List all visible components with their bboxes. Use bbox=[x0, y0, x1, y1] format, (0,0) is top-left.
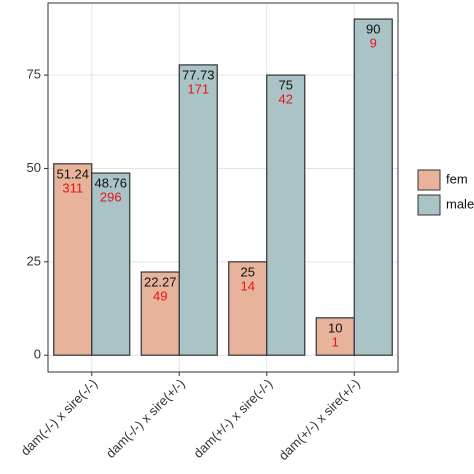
value-label: 25 bbox=[241, 264, 255, 279]
legend-swatch bbox=[417, 194, 441, 216]
value-label: 51.24 bbox=[56, 166, 89, 181]
x-tick-label: dam(-/-) x sire(-/-) bbox=[18, 376, 101, 459]
y-tick-label: 0 bbox=[34, 347, 41, 362]
bar bbox=[140, 271, 180, 356]
value-label: 75 bbox=[279, 78, 293, 93]
value-label: 10 bbox=[328, 320, 342, 335]
count-label: 1 bbox=[332, 334, 339, 349]
x-tick-label: dam(+/-) x sire(-/-) bbox=[190, 376, 275, 461]
value-label: 90 bbox=[366, 21, 380, 36]
x-tick-label: dam(-/-) x sire(+/-) bbox=[103, 376, 188, 461]
count-label: 14 bbox=[241, 278, 255, 293]
y-tick-label: 25 bbox=[27, 253, 41, 268]
legend-swatch bbox=[417, 169, 441, 191]
bar bbox=[353, 18, 393, 356]
plot-border bbox=[47, 2, 399, 373]
bar bbox=[266, 74, 306, 356]
count-label: 171 bbox=[187, 81, 209, 96]
count-label: 296 bbox=[100, 190, 122, 205]
x-tick-label: dam(+/-) x sire(+/-) bbox=[276, 376, 363, 463]
value-label: 77.73 bbox=[182, 67, 215, 82]
y-tick-label: 50 bbox=[27, 160, 41, 175]
y-tick-label: 75 bbox=[27, 67, 41, 82]
value-label: 48.76 bbox=[94, 176, 127, 191]
bar bbox=[91, 172, 131, 356]
legend-label: male bbox=[446, 196, 474, 211]
value-label: 22.27 bbox=[144, 274, 177, 289]
bar bbox=[53, 163, 93, 356]
bar bbox=[178, 64, 218, 356]
count-label: 42 bbox=[279, 92, 293, 107]
count-label: 49 bbox=[153, 288, 167, 303]
count-label: 311 bbox=[62, 180, 83, 195]
count-label: 9 bbox=[370, 35, 377, 50]
legend-label: fem bbox=[446, 171, 468, 186]
